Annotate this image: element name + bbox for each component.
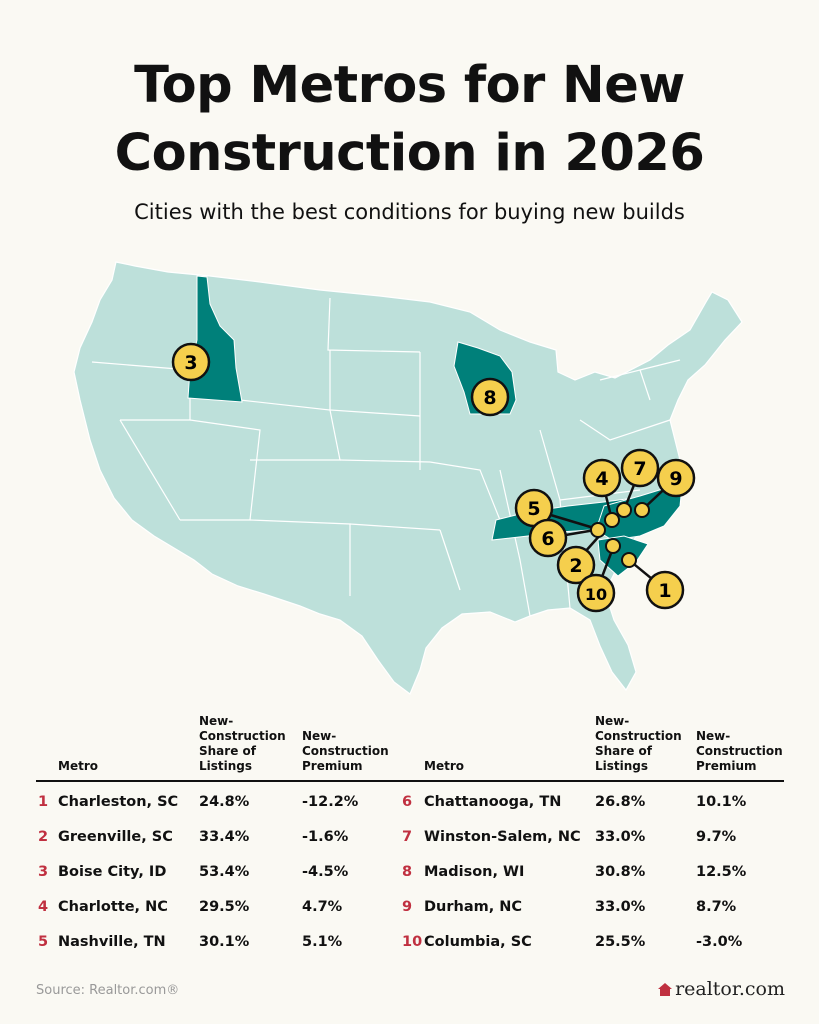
marker-dots [590,502,650,568]
table-row: 1 Charleston, SC 24.8% -12.2% [38,794,359,810]
header-premium: New- Construction Premium [696,729,783,773]
header-metro: Metro [58,759,98,773]
us-base [73,261,743,695]
map-marker-2: 2 [556,545,596,585]
realtor-logo: realtor.com [657,978,785,1000]
title-line-1: Top Metros for New [134,56,685,115]
marker-label: 3 [184,352,197,374]
table-row: 5 Nashville, TN 30.1% 5.1% [38,934,343,950]
header-premium: New- Construction Premium [302,729,389,773]
house-icon [658,983,673,996]
header-share: New- Construction Share of Listings [595,714,682,773]
source-note: Source: Realtor.com® [36,983,180,998]
state-borders [91,297,681,617]
map-marker-8: 8 [470,377,510,417]
table-row: 4 Charlotte, NC 29.5% 4.7% [38,899,343,915]
marker-label: 10 [585,585,607,604]
map-marker-10: 10 [576,573,616,613]
logo-text: realtor.com [675,978,785,1000]
table-row: 7 Winston-Salem, NC 33.0% 9.7% [402,829,737,845]
table-header-right: Metro New- Construction Share of Listing… [400,708,783,780]
map-marker-7: 7 [620,448,660,488]
map-marker-9: 9 [656,458,696,498]
table-row: 2 Greenville, SC 33.4% -1.6% [38,829,349,845]
map-marker-1: 1 [645,570,685,610]
table-header-left: Metro New- Construction Share of Listing… [36,708,410,780]
marker-label: 5 [527,498,540,520]
table-header-rule [36,780,784,782]
marker-label: 6 [541,528,554,550]
map-marker-3: 3 [171,342,211,382]
marker-label: 8 [483,387,496,409]
table-row: 8 Madison, WI 30.8% 12.5% [402,864,747,880]
page-subtitle: Cities with the best conditions for buyi… [134,200,685,224]
title-line-2: Construction in 2026 [114,124,705,183]
marker-label: 4 [595,468,608,490]
map-marker-4: 4 [582,458,622,498]
us-map: 3 8 4 7 9 5 6 2 10 1 [73,261,743,695]
header-share: New- Construction Share of Listings [199,714,286,773]
marker-label: 2 [569,555,582,577]
table-row: 10 Columbia, SC 25.5% -3.0% [402,934,743,950]
marker-label: 1 [658,580,671,602]
table-row: 3 Boise City, ID 53.4% -4.5% [38,864,349,880]
table-row: 9 Durham, NC 33.0% 8.7% [402,899,737,915]
page-title: Top Metros for New Construction in 2026 [0,52,819,188]
map-marker-6: 6 [528,518,568,558]
marker-label: 7 [633,458,646,480]
table-row: 6 Chattanooga, TN 26.8% 10.1% [402,794,747,810]
header-metro: Metro [424,759,464,773]
marker-label: 9 [669,468,682,490]
